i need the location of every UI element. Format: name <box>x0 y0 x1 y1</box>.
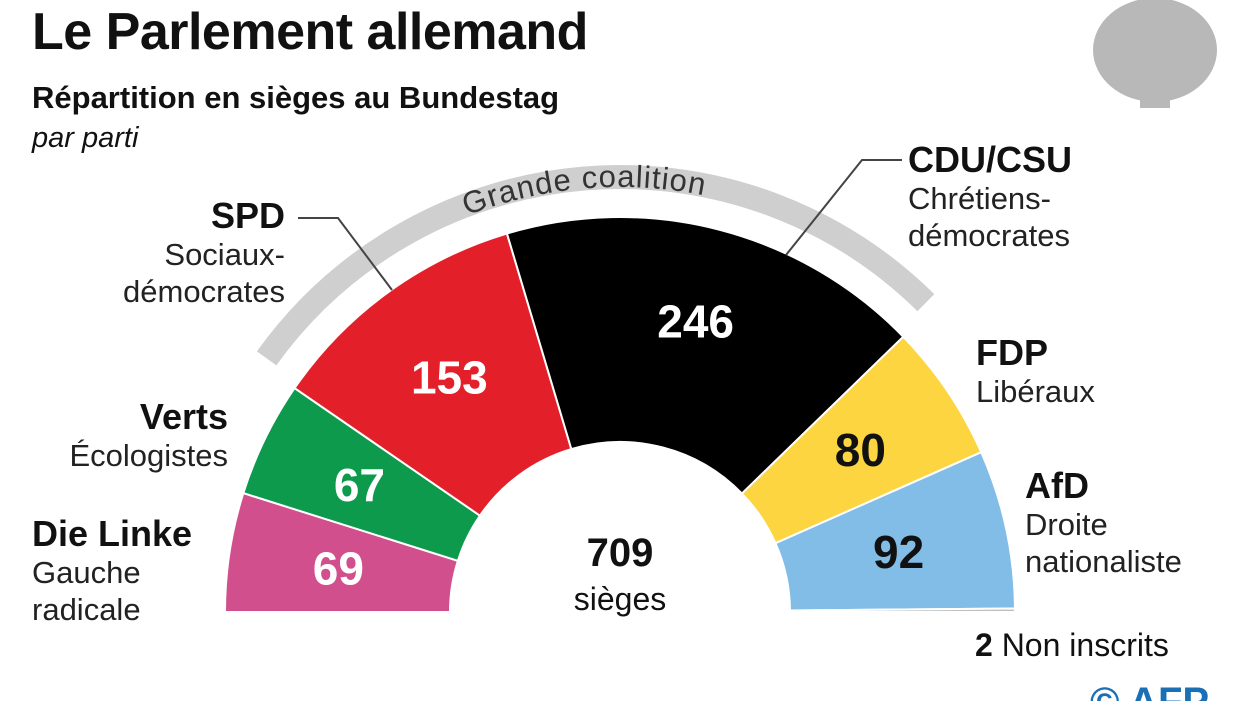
chart-subtitle: Répartition en sièges au Bundestag <box>32 80 560 115</box>
legend-afd: AfD Droite nationaliste <box>1025 466 1235 580</box>
party-desc: Écologistes <box>69 438 228 473</box>
non-inscrits-label: 2 Non inscrits <box>975 627 1169 663</box>
non-inscrits-text: Non inscrits <box>1002 627 1169 663</box>
party-name: AfD <box>1025 465 1089 506</box>
leader-lines <box>298 159 902 291</box>
chart-subsubtitle: par parti <box>32 122 139 154</box>
coalition-label-text: Grande coalition <box>457 159 708 222</box>
total-value: 709 <box>587 531 654 575</box>
wedge-cdu-csu <box>505 216 905 495</box>
party-name: CDU/CSU <box>908 139 1073 180</box>
wedge-non-inscrits <box>788 607 1017 613</box>
party-desc: Droite nationaliste <box>1025 507 1182 579</box>
chart-title: Le Parlement allemand <box>32 3 588 61</box>
legend-spd-desc: Sociaux-démocrates <box>120 236 285 310</box>
value-label: 92 <box>873 526 924 578</box>
legend-cdu: CDU/CSU Chrétiens-démocrates <box>908 140 1108 254</box>
party-desc: Gauche radicale <box>32 555 141 627</box>
coalition-arc <box>256 165 935 366</box>
party-desc: Sociaux-démocrates <box>123 237 285 309</box>
party-name: SPD <box>210 195 285 236</box>
party-name: Die Linke <box>32 513 193 554</box>
party-desc: Libéraux <box>976 374 1095 409</box>
party-desc: Chrétiens-démocrates <box>908 181 1070 253</box>
value-label: 80 <box>835 424 886 476</box>
wedge-spd <box>293 232 573 518</box>
legend-verts: Verts Écologistes <box>40 397 228 474</box>
bundestag-eagle-logo <box>1093 0 1217 108</box>
coalition-label: Grande coalition <box>457 159 709 222</box>
party-name: Verts <box>139 396 228 437</box>
legend-fdp: FDP Libéraux <box>976 333 1176 410</box>
value-label: 246 <box>657 296 734 348</box>
non-inscrits-value: 2 <box>975 627 993 663</box>
value-label: 153 <box>411 352 488 404</box>
party-name: FDP <box>976 332 1048 373</box>
value-label: 69 <box>313 543 364 595</box>
legend-linke: Die Linke Gauche radicale <box>32 514 222 628</box>
legend-spd: SPD <box>205 196 285 236</box>
value-label: 67 <box>334 459 385 511</box>
afp-credit: © AFP <box>1090 680 1209 701</box>
total-unit: sièges <box>574 581 667 617</box>
